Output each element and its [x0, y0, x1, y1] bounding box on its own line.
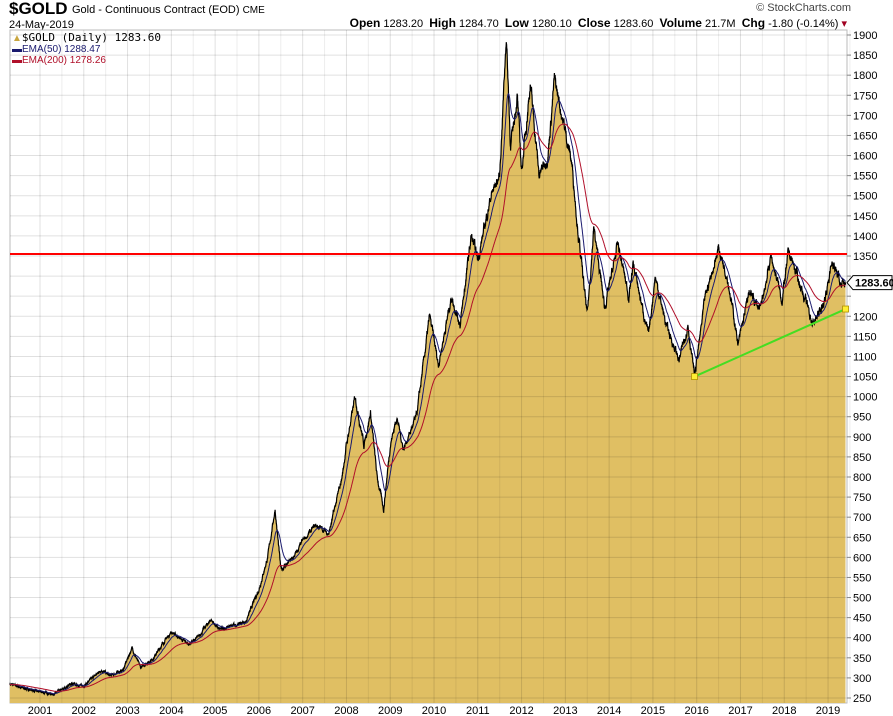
- y-tick-label: 1800: [853, 70, 877, 82]
- y-tick-label: 1350: [853, 251, 877, 263]
- x-tick-label: 2001: [28, 705, 52, 716]
- y-tick-label: 1050: [853, 372, 877, 384]
- y-tick-label: 1700: [853, 110, 877, 122]
- y-tick-label: 1450: [853, 211, 877, 223]
- x-tick-label: 2015: [641, 705, 665, 716]
- y-tick-label: 1750: [853, 90, 877, 102]
- y-tick-label: 700: [853, 512, 871, 524]
- chart-date: 24-May-2019: [9, 19, 74, 31]
- y-tick-label: 350: [853, 653, 871, 665]
- exchange: CME: [242, 5, 265, 16]
- symbol-description: Gold - Continuous Contract (EOD) CME: [72, 4, 265, 17]
- y-tick-label: 1100: [853, 351, 877, 363]
- volume-value: 21.7M: [705, 18, 736, 30]
- quote-bar: Open 1283.20 High 1284.70 Low 1280.10 Cl…: [350, 17, 847, 31]
- high-value: 1284.70: [459, 18, 499, 30]
- close-label: Close: [577, 16, 611, 30]
- x-tick-label: 2017: [728, 705, 752, 716]
- x-tick-label: 2014: [597, 705, 621, 716]
- open-label: Open: [349, 16, 381, 30]
- y-tick-label: 1400: [853, 231, 877, 243]
- y-tick-label: 750: [853, 492, 871, 504]
- chg-label: Chg: [741, 16, 766, 30]
- open-value: 1283.20: [383, 18, 424, 30]
- x-tick-label: 2012: [509, 705, 533, 716]
- x-tick-label: 2010: [422, 705, 446, 716]
- x-tick-label: 2007: [290, 705, 314, 716]
- x-tick-label: 2006: [247, 705, 271, 716]
- y-tick-label: 1000: [853, 392, 877, 404]
- legend: ▲$GOLD (Daily) 1283.60 ▬EMA(50) 1288.47 …: [12, 32, 161, 66]
- price-line: [9, 42, 847, 697]
- trendline-marker: [842, 305, 849, 313]
- y-tick-label: 850: [853, 452, 871, 464]
- legend-ema50: ▬EMA(50) 1288.47: [12, 44, 101, 55]
- x-tick-label: 2004: [159, 705, 183, 716]
- y-tick-label: 1850: [853, 50, 877, 62]
- x-tick-label: 2019: [816, 705, 840, 716]
- x-tick-label: 2005: [203, 705, 227, 716]
- y-tick-label: 250: [853, 693, 871, 705]
- trendline-marker: [691, 373, 698, 380]
- x-tick-label: 2016: [684, 705, 708, 716]
- y-tick-label: 1200: [853, 311, 877, 323]
- y-tick-label: 800: [853, 472, 871, 484]
- symbol-title: $GOLD: [9, 0, 68, 18]
- ema200-line: [9, 123, 846, 692]
- y-tick-label: 1600: [853, 151, 877, 163]
- y-tick-label: 1500: [853, 191, 877, 203]
- last-value-label: 1283.60: [855, 278, 893, 290]
- y-tick-label: 1150: [853, 331, 877, 343]
- y-tick-label: 300: [853, 673, 871, 685]
- close-value: 1283.60: [613, 18, 654, 30]
- x-tick-label: 2009: [378, 705, 402, 716]
- y-tick-label: 900: [853, 432, 871, 444]
- volume-label: Volume: [659, 16, 702, 30]
- y-tick-label: 950: [853, 412, 871, 424]
- chg-value: -1.80 (-0.14%): [768, 18, 839, 30]
- y-tick-label: 1550: [853, 171, 877, 183]
- ema50-line: [9, 92, 846, 695]
- y-tick-label: 650: [853, 532, 871, 544]
- y-tick-label: 1900: [853, 30, 877, 42]
- high-label: High: [429, 16, 456, 30]
- x-tick-label: 2013: [553, 705, 577, 716]
- legend-ema200: ▬EMA(200) 1278.26: [12, 55, 106, 66]
- x-tick-label: 2003: [115, 705, 139, 716]
- y-tick-label: 1650: [853, 130, 877, 142]
- brand-watermark: © StockCharts.com: [756, 2, 851, 14]
- y-tick-label: 450: [853, 613, 871, 625]
- x-tick-label: 2011: [466, 705, 490, 716]
- price-area-fill: [9, 42, 846, 703]
- y-tick-label: 400: [853, 633, 871, 645]
- mountain-icon: ▲: [12, 33, 22, 44]
- description-text: Gold - Continuous Contract (EOD): [72, 4, 240, 16]
- trendline: [694, 308, 846, 378]
- y-tick-label: 500: [853, 593, 871, 605]
- y-tick-label: 600: [853, 552, 871, 564]
- x-tick-label: 2018: [772, 705, 796, 716]
- down-arrow-icon: ▾: [841, 18, 847, 30]
- x-tick-label: 2002: [72, 705, 96, 716]
- low-value: 1280.10: [531, 18, 572, 30]
- last-value-box: [846, 275, 893, 291]
- y-tick-label: 550: [853, 572, 871, 584]
- legend-price: ▲$GOLD (Daily) 1283.60: [12, 31, 161, 44]
- low-label: Low: [504, 16, 529, 30]
- x-tick-label: 2008: [334, 705, 358, 716]
